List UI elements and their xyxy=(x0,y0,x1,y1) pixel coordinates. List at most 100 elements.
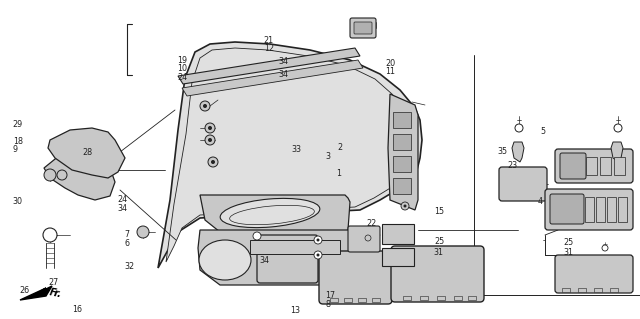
Circle shape xyxy=(314,251,322,259)
Bar xyxy=(344,298,352,302)
Text: 21: 21 xyxy=(264,36,274,45)
Bar xyxy=(596,197,605,222)
Text: 34: 34 xyxy=(278,57,289,66)
Text: 34: 34 xyxy=(117,204,127,212)
Polygon shape xyxy=(182,60,363,96)
Text: 14: 14 xyxy=(366,228,376,237)
Bar xyxy=(454,296,462,300)
Text: 31: 31 xyxy=(434,248,444,257)
Circle shape xyxy=(317,239,319,241)
Circle shape xyxy=(365,235,371,241)
Polygon shape xyxy=(388,94,418,210)
Text: 30: 30 xyxy=(13,197,23,206)
Circle shape xyxy=(43,228,57,242)
FancyBboxPatch shape xyxy=(499,167,547,201)
Circle shape xyxy=(515,124,523,132)
Circle shape xyxy=(208,126,212,130)
Circle shape xyxy=(203,104,207,108)
Polygon shape xyxy=(198,230,352,285)
Circle shape xyxy=(205,123,215,133)
FancyBboxPatch shape xyxy=(348,226,380,252)
Text: 1: 1 xyxy=(336,169,341,178)
Bar xyxy=(614,157,625,175)
Polygon shape xyxy=(611,142,623,162)
Text: 25: 25 xyxy=(563,238,573,247)
Polygon shape xyxy=(512,142,524,162)
Circle shape xyxy=(614,124,622,132)
Bar xyxy=(437,296,445,300)
Text: 26: 26 xyxy=(19,286,29,294)
Circle shape xyxy=(602,245,608,251)
Ellipse shape xyxy=(199,240,251,280)
Text: 13: 13 xyxy=(291,306,301,315)
Ellipse shape xyxy=(230,205,314,225)
Circle shape xyxy=(200,101,210,111)
Text: 25: 25 xyxy=(434,237,444,246)
FancyBboxPatch shape xyxy=(319,251,392,304)
Text: 6: 6 xyxy=(125,239,130,248)
Circle shape xyxy=(401,202,409,210)
Circle shape xyxy=(57,170,67,180)
Text: 22: 22 xyxy=(366,219,376,228)
Text: 16: 16 xyxy=(72,305,83,314)
FancyBboxPatch shape xyxy=(555,149,633,183)
Circle shape xyxy=(137,226,149,238)
Bar xyxy=(393,134,411,150)
Bar xyxy=(420,296,428,300)
Ellipse shape xyxy=(220,198,320,228)
Circle shape xyxy=(403,204,406,207)
Text: 17: 17 xyxy=(325,291,335,300)
Bar xyxy=(250,240,340,254)
Text: 9: 9 xyxy=(13,145,18,154)
FancyBboxPatch shape xyxy=(550,194,584,224)
Text: 33: 33 xyxy=(292,145,302,154)
Text: 32: 32 xyxy=(125,262,135,271)
Bar xyxy=(372,298,380,302)
Text: 12: 12 xyxy=(264,44,274,53)
Text: 34: 34 xyxy=(259,256,269,265)
Text: 7: 7 xyxy=(125,230,130,239)
FancyBboxPatch shape xyxy=(257,235,318,283)
Bar xyxy=(393,156,411,172)
Bar xyxy=(594,288,602,292)
Text: 24: 24 xyxy=(177,73,188,82)
Text: 5: 5 xyxy=(541,127,546,136)
Text: 27: 27 xyxy=(48,278,58,286)
Text: 18: 18 xyxy=(13,137,23,145)
Text: 28: 28 xyxy=(82,148,92,157)
Text: 31: 31 xyxy=(563,248,573,257)
Bar xyxy=(330,298,338,302)
Polygon shape xyxy=(44,148,115,200)
Bar xyxy=(562,288,570,292)
Polygon shape xyxy=(166,48,412,262)
Text: 24: 24 xyxy=(117,195,127,204)
Text: 20: 20 xyxy=(385,59,396,68)
Polygon shape xyxy=(158,42,422,268)
Polygon shape xyxy=(48,128,125,178)
Bar xyxy=(403,296,411,300)
Bar xyxy=(578,288,586,292)
Text: 34: 34 xyxy=(278,70,289,78)
FancyBboxPatch shape xyxy=(391,246,484,302)
Text: 3: 3 xyxy=(325,152,330,160)
Bar xyxy=(600,157,611,175)
FancyBboxPatch shape xyxy=(354,22,372,34)
Circle shape xyxy=(208,157,218,167)
Circle shape xyxy=(205,135,215,145)
Circle shape xyxy=(314,236,322,244)
Polygon shape xyxy=(178,48,360,84)
Text: 11: 11 xyxy=(385,67,396,76)
Text: 19: 19 xyxy=(177,56,188,65)
Circle shape xyxy=(44,169,56,181)
Bar xyxy=(618,197,627,222)
FancyBboxPatch shape xyxy=(555,255,633,293)
Bar xyxy=(585,197,594,222)
Bar xyxy=(358,298,366,302)
Text: 15: 15 xyxy=(434,207,444,216)
Circle shape xyxy=(317,254,319,256)
Bar xyxy=(468,296,476,300)
Text: 4: 4 xyxy=(538,197,543,206)
Text: 35: 35 xyxy=(498,147,508,156)
FancyBboxPatch shape xyxy=(350,18,376,38)
Polygon shape xyxy=(200,195,350,248)
